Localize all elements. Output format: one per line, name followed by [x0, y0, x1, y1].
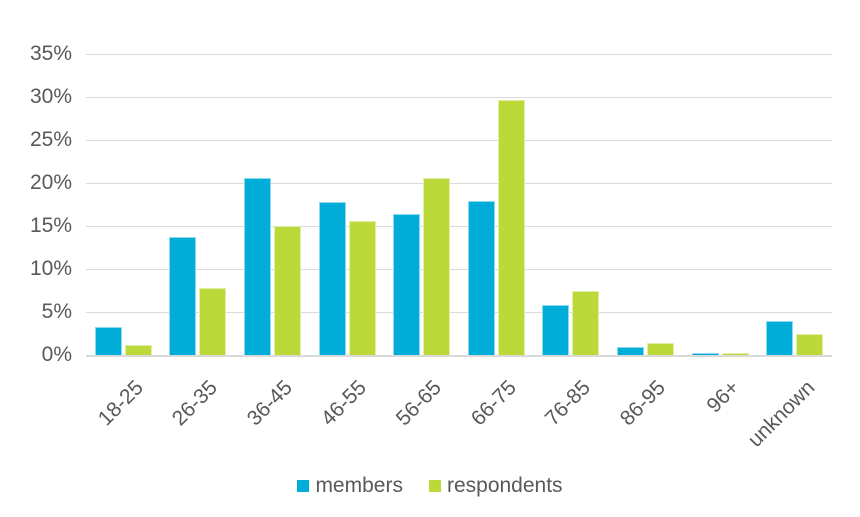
bar-members-18-25: [94, 326, 122, 355]
legend-label-members: members: [315, 474, 403, 497]
bar-members-86-95: [617, 347, 644, 355]
y-tick-label-15%: 15%: [29, 214, 72, 237]
bar-respondents-96+: [721, 353, 749, 355]
bar-members-76-85: [542, 305, 570, 355]
x-tick-label-66-75: 66-75: [466, 376, 521, 431]
bar-respondents-76-85: [572, 291, 600, 355]
x-tick-label-76-85: 76-85: [540, 376, 596, 431]
bar-members-unknown: [766, 321, 794, 355]
y-tick-label-0%: 0%: [41, 343, 72, 366]
y-tick-label-10%: 10%: [29, 257, 72, 280]
legend-item-respondents: respondents: [428, 474, 563, 498]
gridline-25%: [86, 139, 832, 141]
x-tick-label-18-25: 18-25: [93, 376, 148, 431]
bar-respondents-26-35: [199, 287, 227, 355]
gridline-15%: [86, 225, 832, 227]
y-tick-label-20%: 20%: [29, 171, 72, 194]
y-tick-label-25%: 25%: [29, 128, 72, 151]
bar-respondents-36-45: [274, 226, 301, 355]
y-tick-label-5%: 5%: [41, 300, 72, 323]
legend-item-members: members: [297, 474, 403, 498]
bar-respondents-56-65: [423, 177, 451, 355]
x-tick-label-86-95: 86-95: [615, 376, 670, 431]
members-swatch-icon: [297, 480, 310, 492]
x-tick-label-26-35: 26-35: [167, 376, 223, 431]
x-tick-label-unknown: unknown: [743, 376, 819, 452]
legend-label-respondents: respondents: [446, 474, 563, 497]
bar-respondents-unknown: [796, 334, 824, 355]
x-tick-label-96+: 96+: [702, 376, 745, 418]
bar-respondents-86-95: [647, 342, 674, 355]
bar-members-46-55: [318, 201, 346, 355]
gridline-35%: [86, 53, 832, 55]
bar-respondents-18-25: [124, 344, 152, 355]
bar-members-66-75: [467, 201, 495, 355]
bar-members-26-35: [169, 237, 197, 355]
x-tick-label-36-45: 36-45: [242, 376, 297, 431]
x-tick-label-56-65: 56-65: [391, 376, 446, 431]
bar-members-36-45: [244, 177, 271, 355]
gridline-5%: [86, 311, 832, 313]
bar-members-56-65: [393, 213, 421, 355]
y-tick-label-35%: 35%: [29, 42, 72, 65]
x-tick-label-46-55: 46-55: [317, 376, 372, 431]
respondents-swatch-icon: [428, 480, 441, 492]
gridline-0%: [86, 355, 832, 357]
y-tick-label-30%: 30%: [29, 85, 72, 108]
gridline-30%: [86, 96, 832, 98]
legend: members respondents: [0, 474, 860, 498]
gridline-10%: [86, 268, 832, 270]
bar-respondents-46-55: [348, 220, 376, 355]
bar-respondents-66-75: [497, 99, 525, 355]
gridline-20%: [86, 182, 832, 184]
bar-members-96+: [691, 353, 719, 355]
